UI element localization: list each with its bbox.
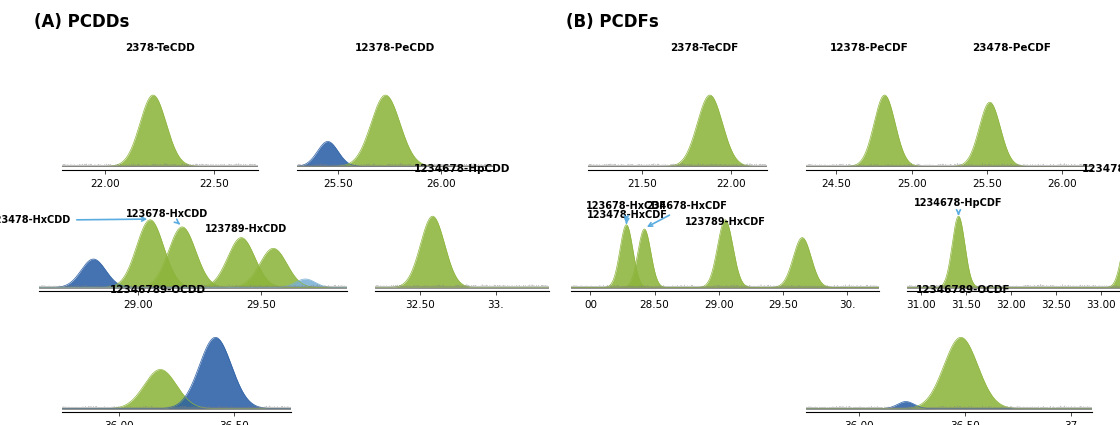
Text: 123478-HxCDF: 123478-HxCDF bbox=[587, 210, 668, 223]
Text: 234678-HxCDF: 234678-HxCDF bbox=[646, 201, 727, 226]
Text: 23478-PeCDF: 23478-PeCDF bbox=[972, 42, 1052, 53]
Text: 12346789-OCDD: 12346789-OCDD bbox=[110, 285, 206, 295]
Text: 2378-TeCDF: 2378-TeCDF bbox=[671, 42, 738, 53]
Text: 123478-HxCDD: 123478-HxCDD bbox=[0, 215, 146, 225]
Text: 12378-PeCDF: 12378-PeCDF bbox=[830, 42, 908, 53]
Text: 1234678-HpCDF: 1234678-HpCDF bbox=[914, 198, 1002, 214]
Text: 123678-HxCDD: 123678-HxCDD bbox=[127, 209, 208, 224]
Text: 2378-TeCDD: 2378-TeCDD bbox=[124, 42, 195, 53]
Text: 123789-HxCDF: 123789-HxCDF bbox=[684, 217, 766, 227]
Text: (B) PCDFs: (B) PCDFs bbox=[566, 13, 659, 31]
Text: 123789-HxCDD: 123789-HxCDD bbox=[205, 224, 288, 234]
Text: 1234678-HpCDD: 1234678-HpCDD bbox=[413, 164, 511, 174]
Text: 123678-HxCDF: 123678-HxCDF bbox=[586, 201, 666, 219]
Text: 1234789-HpCDF: 1234789-HpCDF bbox=[1082, 164, 1120, 174]
Text: 12346789-OCDF: 12346789-OCDF bbox=[916, 285, 1010, 295]
Text: (A) PCDDs: (A) PCDDs bbox=[34, 13, 129, 31]
Text: 12378-PeCDD: 12378-PeCDD bbox=[355, 42, 435, 53]
